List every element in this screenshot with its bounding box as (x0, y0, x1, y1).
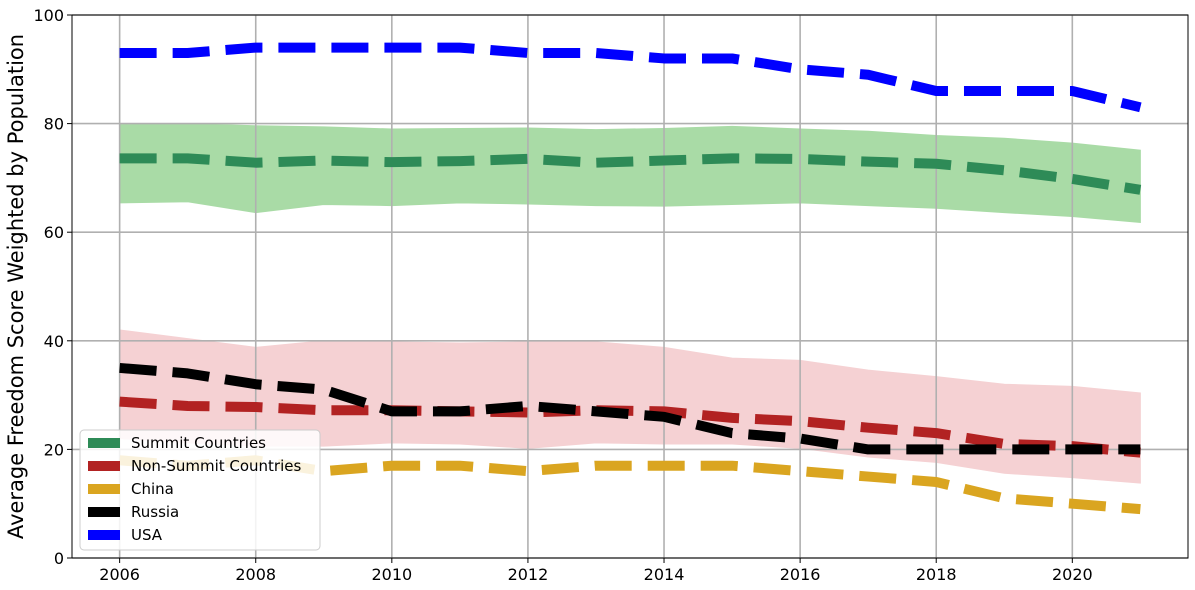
legend-label: Non-Summit Countries (131, 457, 301, 475)
x-tick-label: 2020 (1052, 565, 1093, 584)
legend-swatch (88, 507, 120, 517)
series-line-summit-countries (119, 153, 1142, 195)
x-tick-label: 2006 (99, 565, 140, 584)
x-axis-ticks: 2006 2008 2010 2012 2014 2016 2018 2020 (99, 558, 1093, 584)
x-tick-label: 2008 (235, 565, 276, 584)
legend-swatch (88, 484, 120, 494)
y-tick-label: 60 (44, 223, 64, 242)
confidence-bands (119, 123, 1141, 484)
series-line-usa (119, 42, 1142, 113)
y-tick-label: 100 (33, 6, 64, 25)
legend-label: Summit Countries (131, 434, 266, 452)
legend: Summit Countries Non-Summit Countries Chin… (79, 429, 321, 551)
series-line-non-summit-countries (119, 396, 1141, 458)
legend-label: USA (131, 526, 163, 544)
band-summit-countries (119, 123, 1141, 223)
plot-area-frame (71, 14, 1189, 559)
y-axis-label: Average Freedom Score Weighted by Popula… (4, 34, 28, 539)
y-tick-label: 40 (44, 332, 64, 351)
y-tick-label: 20 (44, 440, 64, 459)
series-line-russia (119, 362, 1141, 455)
x-tick-label: 2018 (916, 565, 957, 584)
legend-box (79, 429, 321, 551)
x-tick-label: 2014 (644, 565, 685, 584)
legend-label: Russia (131, 503, 179, 521)
y-axis-ticks: 0 20 40 60 80 100 (33, 6, 72, 568)
legend-swatch (88, 530, 120, 540)
x-tick-label: 2012 (508, 565, 549, 584)
y-tick-label: 0 (54, 549, 64, 568)
legend-label: China (131, 480, 174, 498)
x-tick-label: 2010 (371, 565, 412, 584)
legend-swatch (88, 461, 120, 471)
legend-swatch (88, 438, 120, 448)
x-tick-label: 2016 (780, 565, 821, 584)
y-tick-label: 80 (44, 115, 64, 134)
series-lines (119, 42, 1142, 515)
